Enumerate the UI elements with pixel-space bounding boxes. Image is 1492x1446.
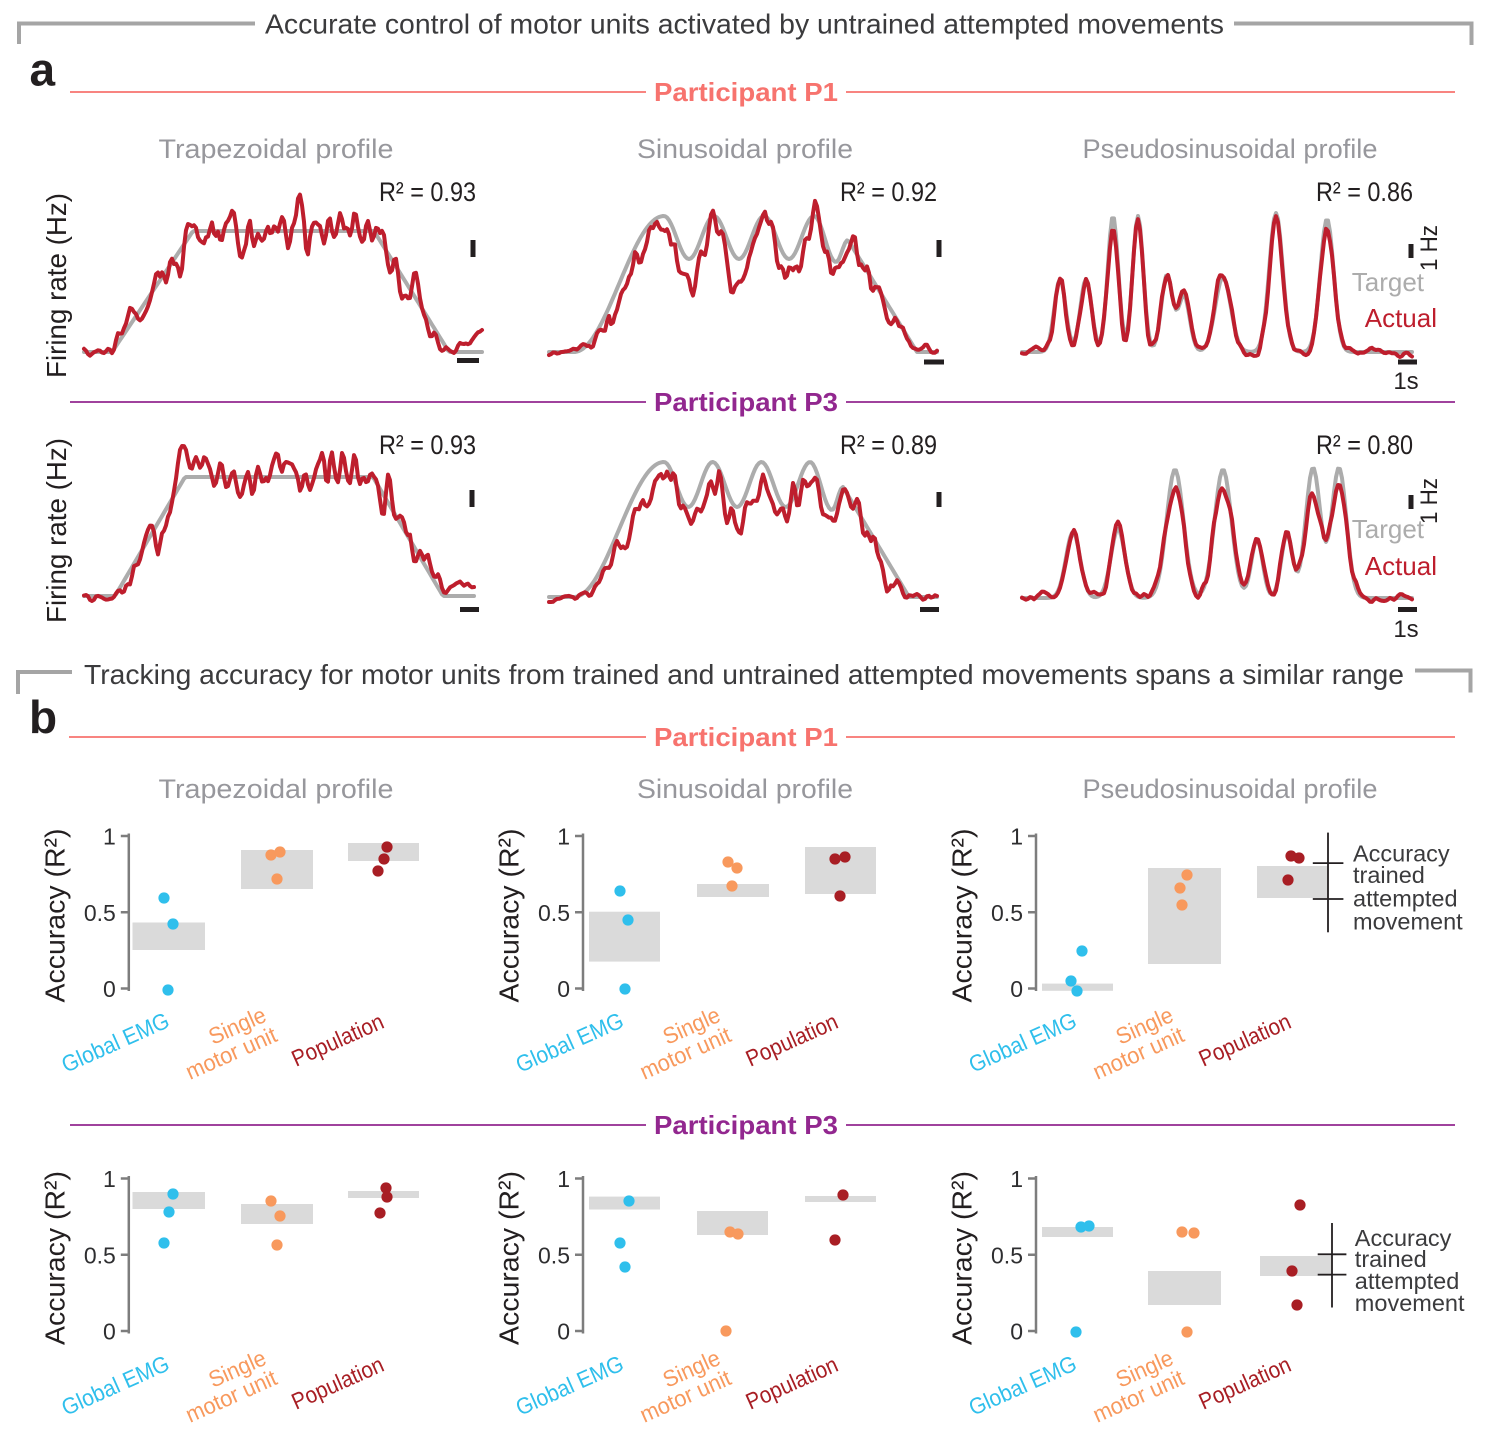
svg-text:attempted: attempted <box>1353 885 1458 911</box>
svg-text:Target: Target <box>1352 514 1425 544</box>
svg-text:movement: movement <box>1353 909 1463 935</box>
svg-text:0.5: 0.5 <box>538 900 570 926</box>
svg-text:Target: Target <box>1352 267 1425 297</box>
svg-text:Accurate control of motor unit: Accurate control of motor units activate… <box>265 9 1224 40</box>
svg-text:0.5: 0.5 <box>84 900 116 926</box>
svg-text:Accuracy (R²): Accuracy (R²) <box>947 1171 978 1345</box>
svg-text:Accuracy: Accuracy <box>1355 1225 1452 1251</box>
svg-text:Accuracy (R²): Accuracy (R²) <box>494 829 525 1003</box>
svg-text:Trapezoidal profile: Trapezoidal profile <box>159 774 394 804</box>
svg-text:1: 1 <box>1010 1166 1023 1192</box>
svg-text:movement: movement <box>1355 1290 1465 1316</box>
svg-text:0.5: 0.5 <box>84 1242 116 1268</box>
svg-text:1s: 1s <box>1393 616 1418 643</box>
svg-text:1: 1 <box>557 824 570 850</box>
svg-text:0.5: 0.5 <box>991 1242 1023 1268</box>
svg-text:Participant P3: Participant P3 <box>654 1110 838 1140</box>
svg-text:0: 0 <box>103 976 116 1002</box>
svg-text:R² = 0.89: R² = 0.89 <box>840 430 937 460</box>
svg-text:1s: 1s <box>1393 368 1418 395</box>
svg-text:Pseudosinusoidal profile: Pseudosinusoidal profile <box>1083 774 1378 804</box>
svg-text:1: 1 <box>557 1166 570 1192</box>
svg-text:Accuracy (R²): Accuracy (R²) <box>494 1171 525 1345</box>
svg-text:1: 1 <box>103 824 116 850</box>
svg-text:Participant P1: Participant P1 <box>654 722 838 752</box>
svg-text:attempted: attempted <box>1355 1268 1460 1294</box>
svg-text:Actual: Actual <box>1365 551 1437 581</box>
svg-text:b: b <box>29 691 57 743</box>
svg-text:0: 0 <box>557 1319 570 1345</box>
svg-text:Accuracy (R²): Accuracy (R²) <box>39 829 70 1003</box>
svg-text:R² = 0.86: R² = 0.86 <box>1316 177 1413 207</box>
svg-text:Accuracy (R²): Accuracy (R²) <box>39 1171 70 1345</box>
svg-text:a: a <box>30 44 56 96</box>
svg-text:Tracking accuracy for motor un: Tracking accuracy for motor units from t… <box>84 659 1404 690</box>
svg-text:Sinusoidal profile: Sinusoidal profile <box>637 134 853 164</box>
svg-text:0: 0 <box>1010 976 1023 1002</box>
svg-text:0: 0 <box>103 1319 116 1345</box>
svg-text:R² = 0.93: R² = 0.93 <box>379 177 476 207</box>
svg-text:R² = 0.80: R² = 0.80 <box>1316 430 1413 460</box>
svg-text:Actual: Actual <box>1365 303 1437 333</box>
svg-text:trained: trained <box>1353 862 1425 888</box>
svg-text:1: 1 <box>1010 824 1023 850</box>
svg-text:0: 0 <box>557 976 570 1002</box>
svg-text:Trapezoidal profile: Trapezoidal profile <box>159 134 394 164</box>
svg-text:Participant P3: Participant P3 <box>654 387 838 417</box>
svg-text:0.5: 0.5 <box>991 900 1023 926</box>
svg-text:Accuracy: Accuracy <box>1353 840 1450 866</box>
svg-text:1: 1 <box>103 1166 116 1192</box>
svg-text:0: 0 <box>1010 1319 1023 1345</box>
svg-text:R² = 0.92: R² = 0.92 <box>840 177 937 207</box>
svg-text:Sinusoidal profile: Sinusoidal profile <box>637 774 853 804</box>
svg-text:Pseudosinusoidal profile: Pseudosinusoidal profile <box>1083 134 1378 164</box>
svg-text:Accuracy (R²): Accuracy (R²) <box>947 829 978 1003</box>
svg-text:Firing rate (Hz): Firing rate (Hz) <box>41 193 72 378</box>
svg-text:0.5: 0.5 <box>538 1242 570 1268</box>
svg-text:trained: trained <box>1355 1246 1427 1272</box>
svg-text:Firing rate (Hz): Firing rate (Hz) <box>41 438 72 623</box>
svg-text:Participant P1: Participant P1 <box>654 77 838 107</box>
svg-text:R² = 0.93: R² = 0.93 <box>379 430 476 460</box>
svg-text:1 Hz: 1 Hz <box>1416 478 1443 524</box>
svg-text:1 Hz: 1 Hz <box>1416 225 1443 271</box>
